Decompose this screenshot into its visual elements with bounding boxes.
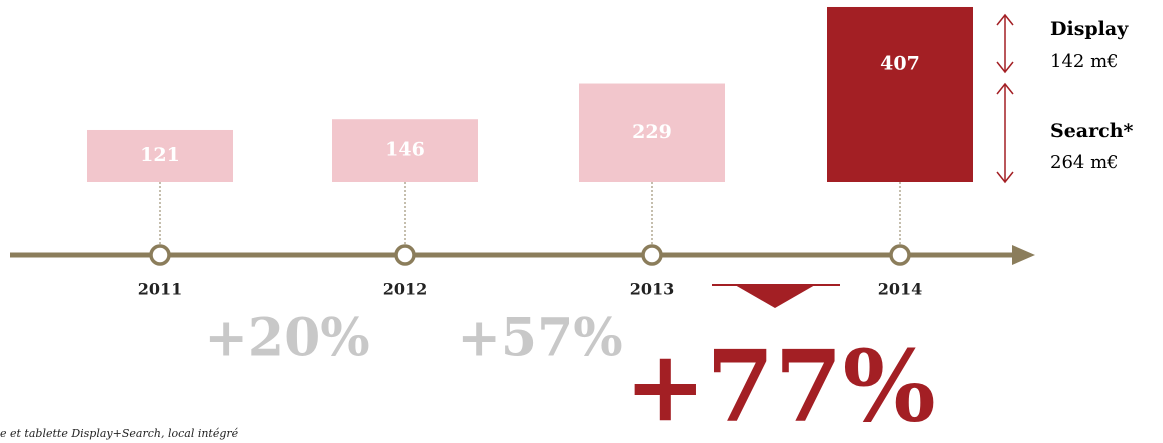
bar [827, 6, 973, 182]
year-label: 2012 [383, 280, 428, 299]
growth-label: +77% [624, 329, 936, 443]
year-label: 2013 [630, 280, 675, 299]
timeline-node [394, 244, 416, 266]
axis-arrow [1012, 245, 1035, 265]
value-label: 407 [880, 52, 920, 74]
breakdown-name: Search* [1050, 120, 1134, 142]
timeline-node [149, 244, 171, 266]
brace-arrows [996, 13, 1014, 184]
value-label: 229 [632, 121, 672, 143]
timeline-node [889, 244, 911, 266]
breakdown-value: 142 m€ [1050, 51, 1119, 72]
breakdown-name: Display [1050, 18, 1129, 40]
year-label: 2014 [878, 280, 923, 299]
breakdown-value: 264 m€ [1050, 152, 1119, 173]
growth-label: +20% [204, 308, 369, 369]
value-label: 146 [385, 139, 425, 161]
year-label: 2011 [138, 280, 183, 299]
growth-label: +57% [457, 308, 622, 369]
bar [332, 119, 478, 182]
highlight-triangle [735, 285, 815, 308]
value-label: 121 [140, 144, 180, 166]
bar [579, 83, 725, 182]
bar [87, 129, 233, 182]
timeline-node [641, 244, 663, 266]
footnote: e et tablette Display+Search, local inté… [0, 427, 239, 440]
